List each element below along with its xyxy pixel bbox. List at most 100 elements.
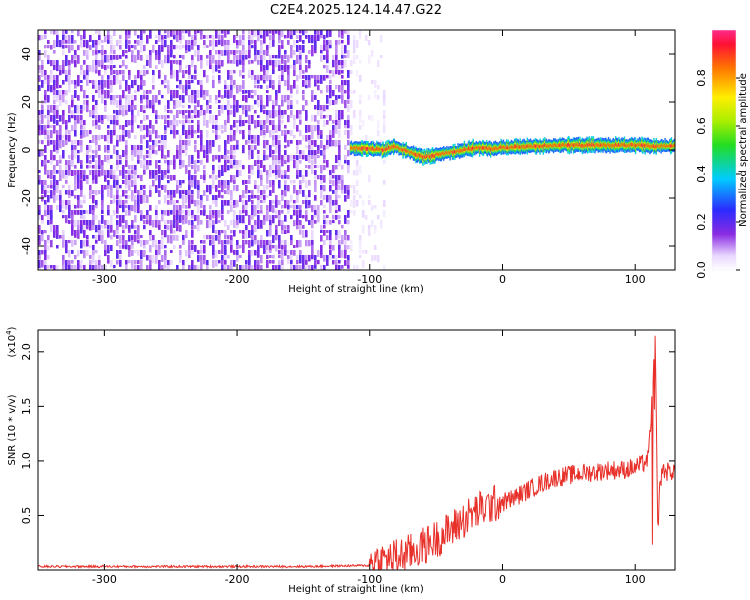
heatmap-cell bbox=[56, 35, 59, 44]
heatmap-cell bbox=[221, 125, 224, 129]
heatmap-cell bbox=[107, 185, 110, 190]
heatmap-cell bbox=[299, 30, 302, 34]
heatmap-cell bbox=[119, 155, 122, 160]
heatmap-cell bbox=[215, 50, 218, 55]
heatmap-cell bbox=[248, 240, 251, 248]
heatmap-cell bbox=[194, 105, 197, 114]
signal-cell bbox=[634, 143, 637, 148]
heatmap-cell bbox=[215, 135, 218, 140]
heatmap-cell bbox=[355, 165, 359, 170]
heatmap-cell bbox=[227, 100, 230, 106]
heatmap-cell bbox=[373, 245, 377, 250]
heatmap-cell bbox=[56, 60, 59, 66]
heatmap-cell bbox=[341, 165, 344, 170]
heatmap-cell bbox=[140, 195, 143, 204]
heatmap-cell bbox=[197, 255, 200, 262]
heatmap-cell bbox=[119, 70, 122, 75]
signal-cell bbox=[608, 143, 610, 147]
heatmap-cell bbox=[50, 70, 53, 75]
heatmap-cell bbox=[227, 45, 230, 50]
heatmap-cell bbox=[95, 175, 98, 184]
heatmap-cell bbox=[155, 40, 158, 44]
heatmap-cell bbox=[227, 75, 230, 80]
heatmap-cell bbox=[182, 35, 185, 40]
heatmap-cell bbox=[203, 180, 206, 184]
heatmap-cell bbox=[89, 220, 92, 226]
heatmap-cell bbox=[185, 215, 188, 224]
heatmap-cell bbox=[128, 45, 131, 52]
signal-cell bbox=[430, 154, 432, 157]
heatmap-cell bbox=[305, 35, 308, 39]
heatmap-cell bbox=[77, 250, 80, 257]
heatmap-cell bbox=[131, 95, 134, 103]
heatmap-cell bbox=[110, 220, 113, 227]
signal-cell bbox=[374, 148, 376, 152]
heatmap-cell bbox=[98, 230, 101, 237]
heatmap-cell bbox=[296, 210, 299, 216]
heatmap-cell bbox=[77, 210, 80, 215]
heatmap-cell bbox=[308, 125, 311, 133]
heatmap-cell bbox=[44, 125, 47, 134]
heatmap-cell bbox=[221, 230, 224, 234]
heatmap-cell bbox=[230, 190, 233, 199]
heatmap-cell bbox=[119, 110, 122, 116]
signal-cell bbox=[396, 145, 398, 149]
heatmap-cell bbox=[131, 105, 134, 113]
heatmap-cell bbox=[284, 65, 287, 72]
heatmap-cell bbox=[59, 205, 62, 213]
heatmap-cell bbox=[194, 65, 197, 74]
heatmap-cell bbox=[233, 55, 236, 64]
heatmap-cell bbox=[245, 195, 248, 199]
heatmap-cell bbox=[137, 200, 140, 209]
heatmap-cell bbox=[143, 110, 146, 114]
heatmap-cell bbox=[176, 30, 179, 37]
heatmap-cell bbox=[164, 135, 167, 142]
heatmap-cell bbox=[305, 170, 308, 177]
heatmap-cell bbox=[47, 75, 50, 80]
heatmap-cell bbox=[122, 50, 125, 57]
heatmap-cell bbox=[53, 145, 56, 152]
heatmap-cell bbox=[170, 200, 173, 205]
heatmap-cell bbox=[146, 115, 149, 120]
heatmap-cell bbox=[293, 120, 296, 129]
heatmap-cell bbox=[349, 100, 353, 109]
heatmap-cell bbox=[146, 55, 149, 61]
signal-cell bbox=[369, 147, 371, 151]
heatmap-cell bbox=[194, 180, 197, 189]
heatmap-cell bbox=[221, 205, 224, 214]
heatmap-cell bbox=[296, 125, 299, 132]
signal-cell bbox=[524, 145, 526, 149]
heatmap-cell bbox=[101, 170, 104, 176]
signal-cell bbox=[563, 142, 565, 146]
heatmap-cell bbox=[278, 240, 281, 249]
heatmap-cell bbox=[347, 130, 350, 139]
heatmap-cell bbox=[89, 245, 92, 248]
heatmap-cell bbox=[131, 100, 134, 107]
heatmap-cell bbox=[323, 220, 326, 225]
heatmap-cell bbox=[104, 65, 107, 71]
signal-cell bbox=[646, 143, 649, 147]
heatmap-cell bbox=[269, 35, 272, 41]
heatmap-cell bbox=[278, 75, 281, 80]
heatmap-cell bbox=[290, 240, 293, 246]
heatmap-cell bbox=[128, 165, 131, 170]
signal-cell bbox=[664, 143, 666, 147]
heatmap-cell bbox=[206, 220, 209, 229]
heatmap-cell bbox=[224, 245, 227, 253]
heatmap-cell bbox=[302, 135, 305, 141]
heatmap-cell bbox=[358, 165, 362, 174]
heatmap-cell bbox=[98, 40, 101, 46]
heatmap-cell bbox=[251, 190, 254, 198]
heatmap-cell bbox=[266, 215, 269, 222]
snr-x-label: Height of straight line (km) bbox=[288, 584, 424, 595]
heatmap-cell bbox=[332, 180, 335, 187]
signal-cell bbox=[467, 146, 470, 150]
heatmap-cell bbox=[155, 170, 158, 177]
heatmap-cell bbox=[200, 130, 203, 138]
heatmap-cell bbox=[155, 110, 158, 117]
heatmap-cell bbox=[332, 220, 335, 224]
heatmap-cell bbox=[323, 210, 326, 214]
heatmap-cell bbox=[239, 195, 242, 202]
heatmap-cell bbox=[128, 35, 131, 39]
heatmap-cell bbox=[260, 95, 263, 101]
